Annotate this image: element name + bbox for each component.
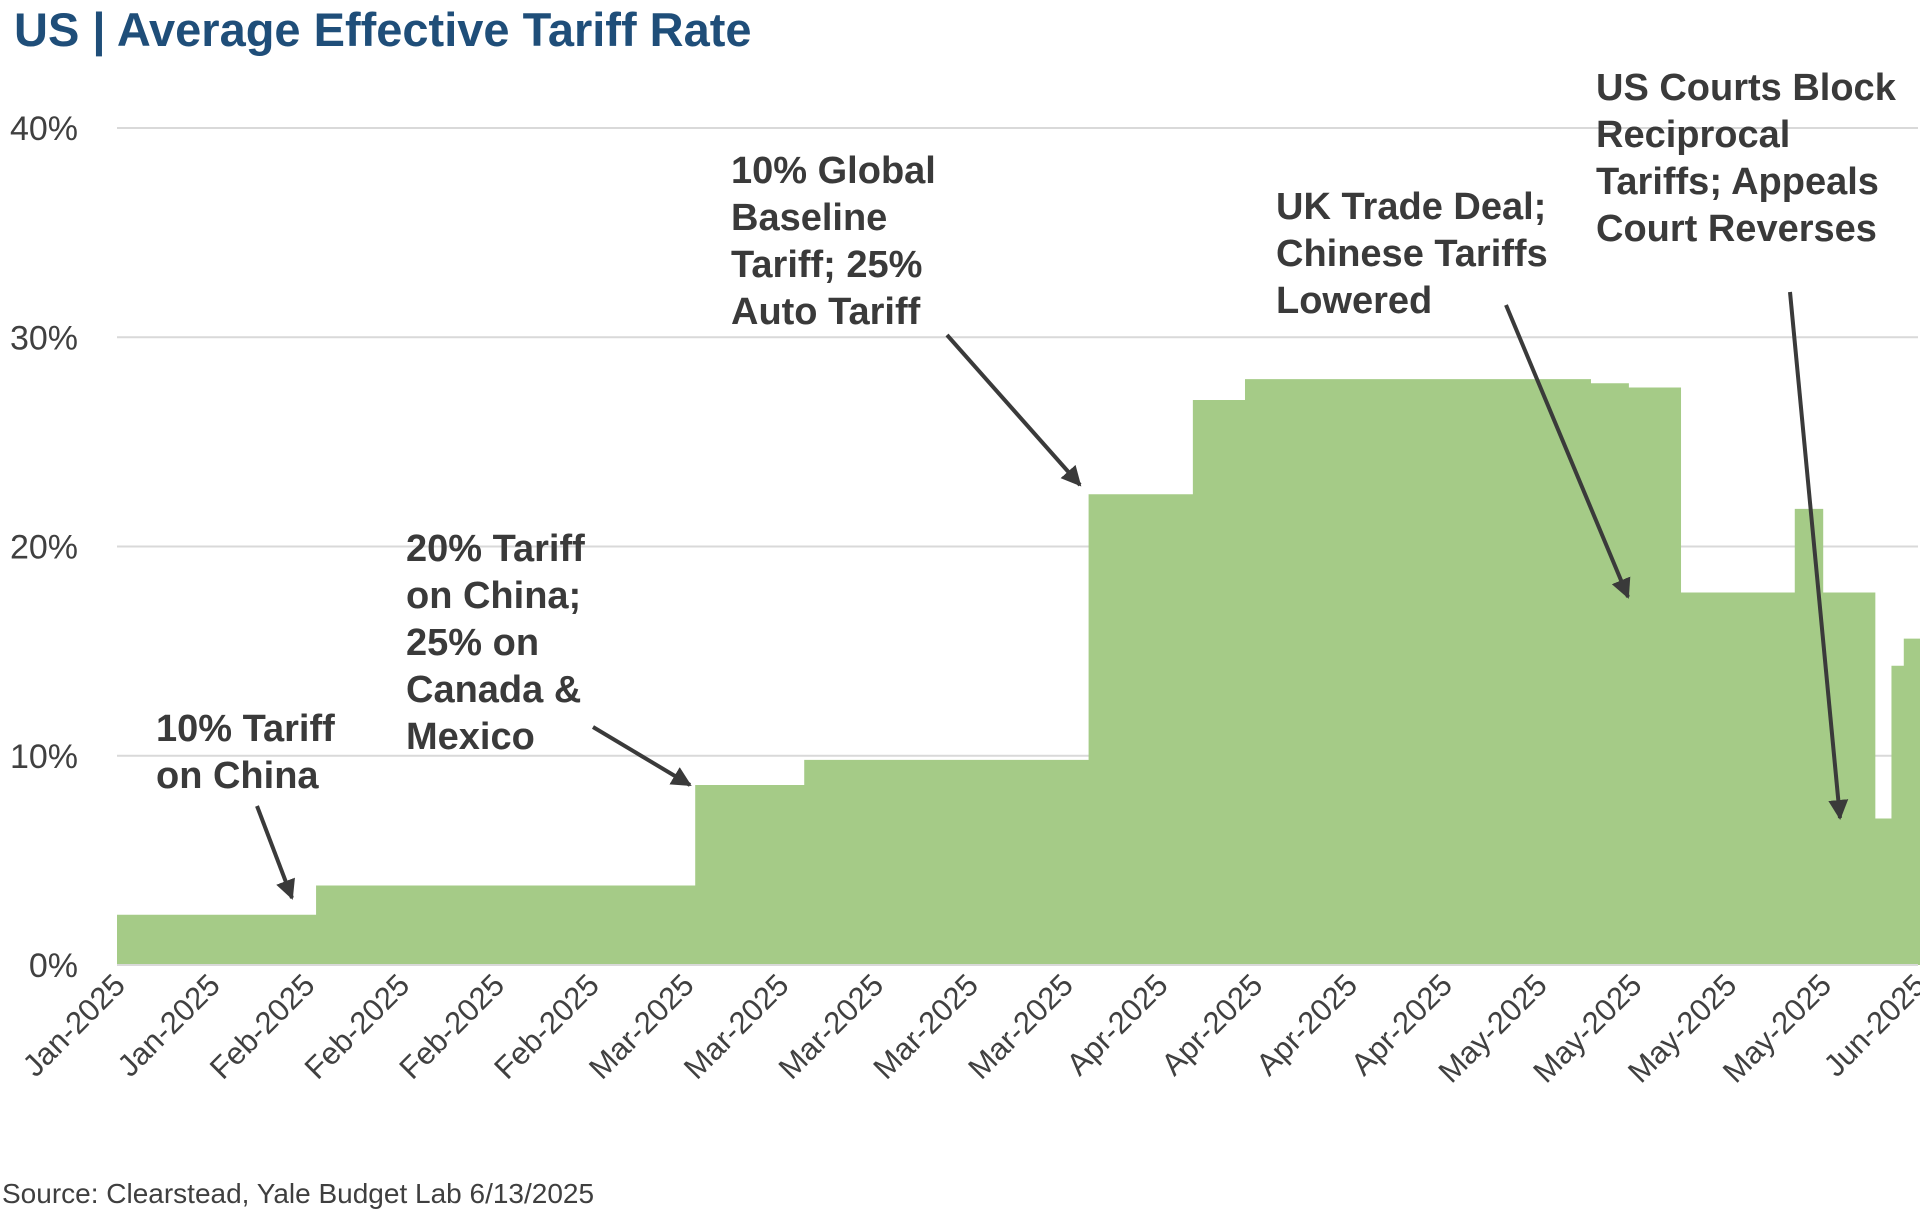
annotation-text: Mexico (406, 716, 535, 758)
annotation-arrow (1504, 304, 1631, 599)
x-tick-label: Apr-2025 (1060, 967, 1175, 1082)
annotation-text: Court Reverses (1596, 208, 1877, 250)
plot-area (117, 379, 1920, 965)
annotation-arrow (255, 805, 295, 900)
annotation-text: Chinese Tariffs (1276, 233, 1548, 275)
y-tick-label: 20% (10, 529, 78, 567)
x-tick-label: Jun-2025 (1817, 967, 1920, 1083)
source-note: Source: Clearstead, Yale Budget Lab 6/13… (2, 1178, 595, 1209)
annotation-1: 10% Tariff on China (156, 708, 335, 900)
annotation-text: Tariff; 25% (731, 244, 922, 286)
annotation-text: 10% Global (731, 150, 936, 192)
chart-title: US | Average Effective Tariff Rate (14, 3, 752, 56)
annotation-text: on China (156, 755, 319, 797)
annotation-text: 10% Tariff (156, 708, 335, 750)
x-tick-label: Apr-2025 (1249, 967, 1364, 1082)
annotations: 10% Tariff on China 20% Tariff on China; 25%… (156, 67, 1897, 900)
annotation-text: Reciprocal (1596, 114, 1790, 156)
annotation-text: Tariffs; Appeals (1596, 161, 1879, 203)
annotation-text: on China; (406, 575, 581, 617)
annotation-text: 20% Tariff (406, 528, 585, 570)
annotation-arrow (945, 333, 1082, 487)
annotation-2: 20% Tariff on China; 25% on Canada & Mexico (406, 528, 692, 787)
y-tick-label: 10% (10, 738, 78, 776)
annotation-text: Lowered (1276, 280, 1432, 322)
annotation-4: UK Trade Deal; Chinese Tariffs Lowered (1276, 186, 1631, 599)
annotation-text: US Courts Block (1596, 67, 1897, 109)
annotation-text: Canada & (406, 669, 581, 711)
annotation-text: UK Trade Deal; (1276, 186, 1546, 228)
x-tick-label: Apr-2025 (1154, 967, 1269, 1082)
annotation-3: 10% Global Baseline Tariff; 25% Auto Tariff (731, 150, 1082, 487)
annotation-arrow (591, 725, 692, 787)
annotation-text: Baseline (731, 197, 887, 239)
annotation-5: US Courts Block Reciprocal Tariffs; Appeal… (1596, 67, 1897, 820)
annotation-text: Auto Tariff (731, 291, 921, 333)
annotation-arrow (1788, 291, 1849, 820)
x-tick-label: Mar-2025 (961, 967, 1080, 1086)
y-tick-label: 30% (10, 319, 78, 357)
tariff-rate-area (117, 379, 1920, 965)
y-tick-label: 40% (10, 110, 78, 148)
y-tick-label: 0% (29, 947, 78, 985)
annotation-text: 25% on (406, 622, 539, 664)
